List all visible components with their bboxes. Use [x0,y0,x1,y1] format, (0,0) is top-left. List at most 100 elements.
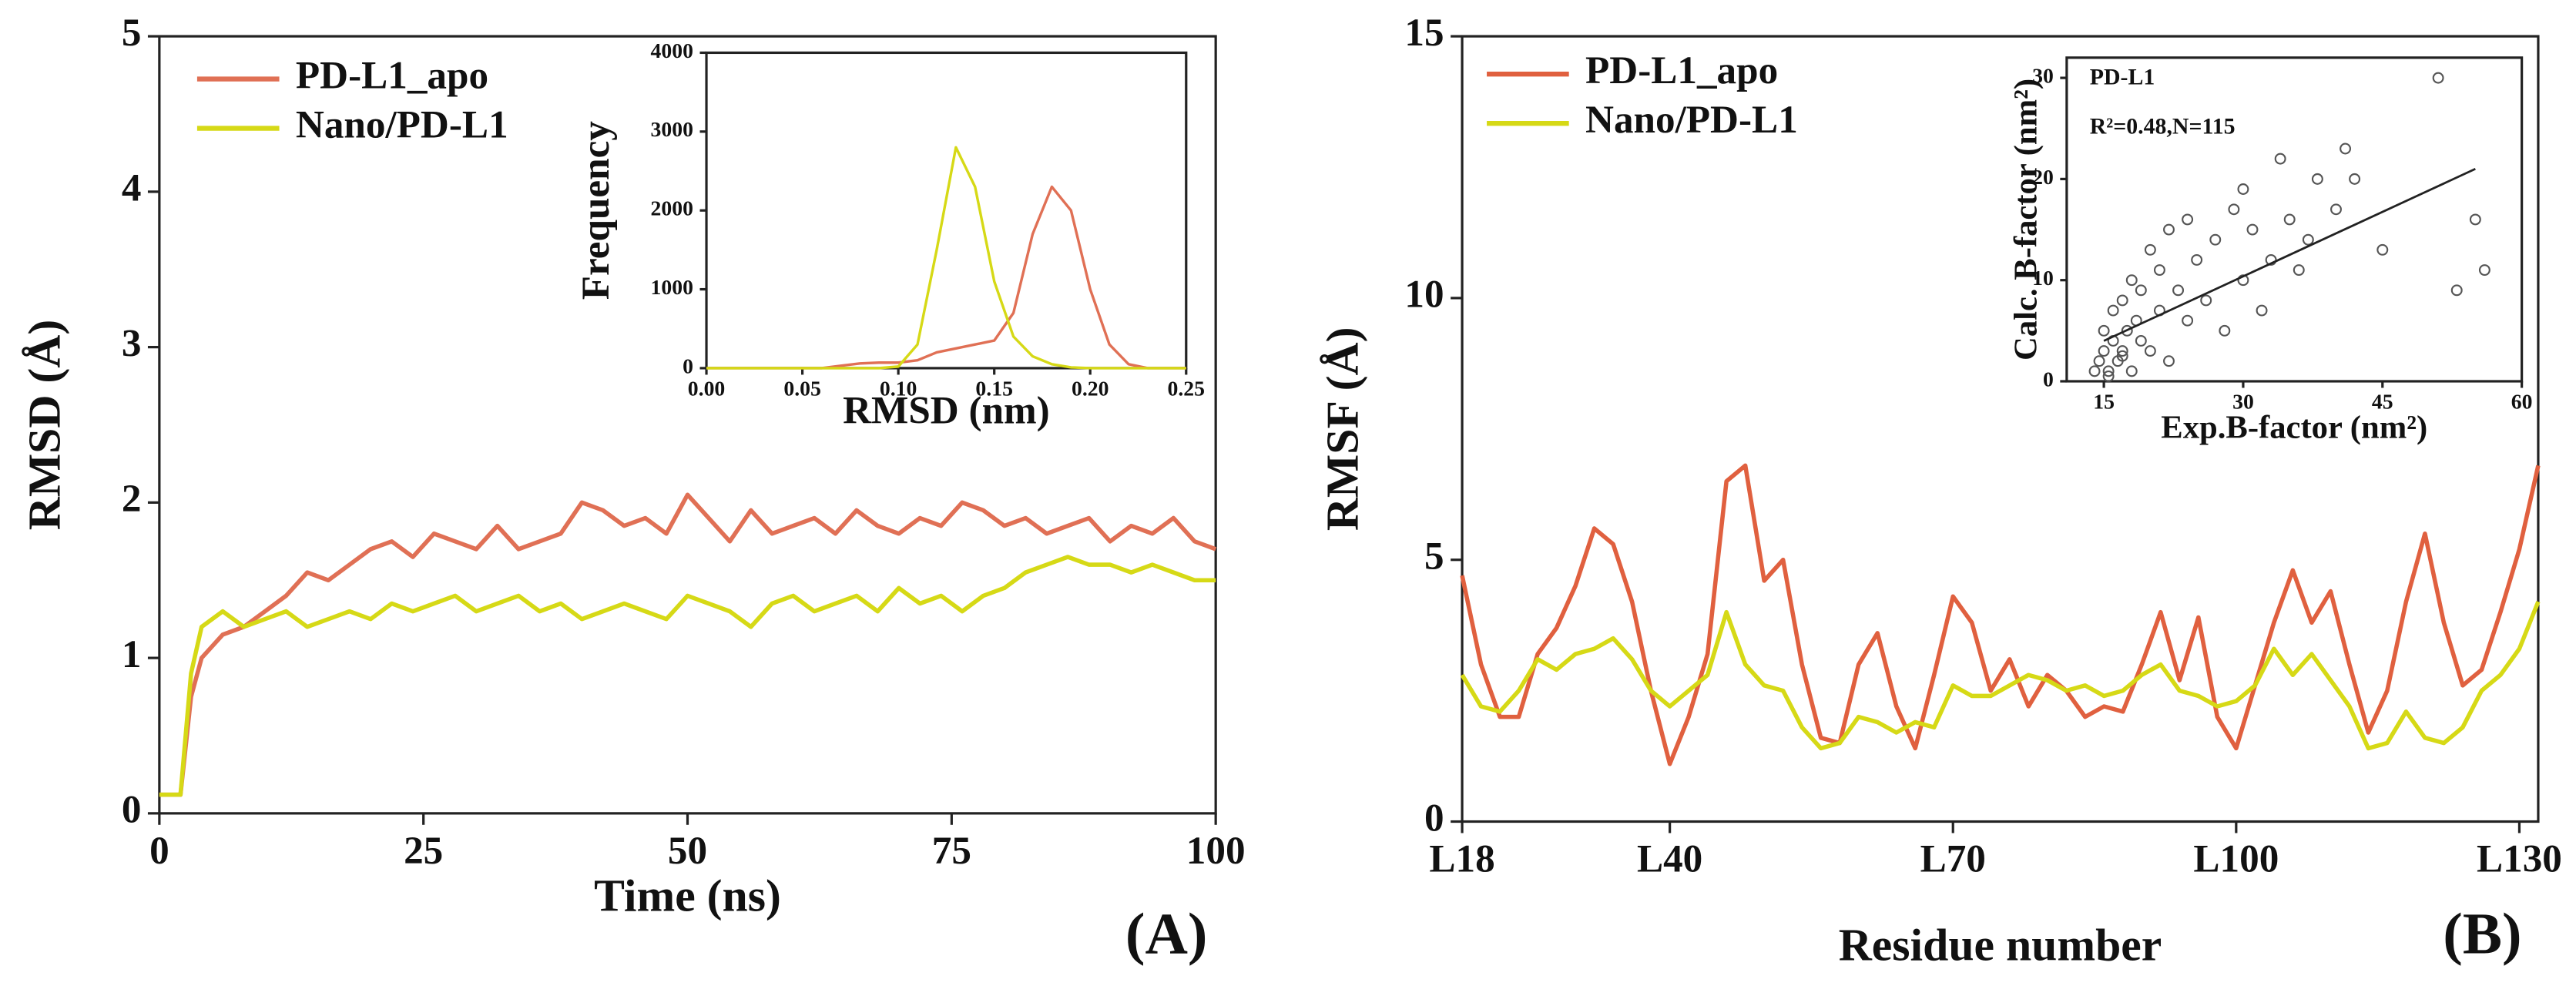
scatter-point [2376,243,2389,256]
scatter-point [2163,355,2175,367]
data-line [1460,463,2541,766]
x-tick-label: 100 [1186,829,1246,873]
scatter-point [2121,324,2133,337]
scatter-point [2349,173,2361,185]
data-line [159,555,1216,797]
y-tick-label: 10 [1404,273,1444,317]
scatter-point [2340,143,2352,155]
scatter-point [2135,334,2147,347]
x-tick-label: 0.15 [975,377,1013,401]
y-axis-label: Calc. B-factor (nm²) [2008,79,2044,361]
scatter-point [2256,304,2268,317]
y-tick-label: 3000 [651,117,693,141]
y-tick-label: 1 [122,632,142,676]
x-tick-label: 45 [2372,390,2393,414]
x-tick-label: 0.20 [1072,377,1109,401]
x-axis-label: RMSD (nm) [843,388,1050,432]
annotation: PD-L1 [2090,64,2155,89]
scatter-point [2116,345,2128,357]
scatter-point [2293,264,2305,277]
y-tick-label: 0 [2043,367,2054,391]
plot-frame [705,51,1188,370]
x-axis-label: Time (ns) [594,870,781,921]
legend-label: PD-L1_apo [1585,49,1778,92]
scatter-point [2125,274,2138,287]
scatter-point [2330,203,2342,216]
x-tick-label: 0.05 [783,377,821,401]
scatter-point [2469,213,2481,226]
scatter-point [2311,173,2323,185]
x-axis-label: Residue number [1839,920,2162,971]
plot-frame [1461,35,2540,823]
scatter-point [2144,243,2156,256]
x-tick-label: L100 [2193,837,2279,881]
y-tick-label: 0 [122,788,142,832]
fit-line [2103,168,2476,342]
x-tick-label: 0.25 [1168,377,1206,401]
legend-label: PD-L1_apo [296,53,488,97]
x-tick-label: L40 [1637,837,1702,881]
y-axis-label: RMSD (Å) [19,320,70,531]
legend-label: Nano/PD-L1 [296,102,508,146]
panel-label: (A) [1125,901,1208,967]
scatter-point [2478,264,2490,277]
scatter-point [2450,284,2463,297]
y-axis-label: RMSF (Å) [1317,327,1367,531]
scatter-point [2098,345,2110,357]
legend-label: Nano/PD-L1 [1585,98,1798,142]
x-tick-label: 0.10 [880,377,917,401]
data-line [1460,601,2541,751]
y-tick-label: 20 [2032,165,2054,189]
scatter-point [2302,233,2314,246]
data-line [706,185,1186,370]
scatter-point [2088,365,2101,377]
y-tick-label: 3 [122,321,142,365]
scatter-point [2246,223,2259,236]
data-line [159,492,1217,797]
scatter-point [2432,72,2444,84]
x-tick-label: 60 [2511,390,2533,414]
scatter-point [2228,203,2240,216]
scatter-point [2200,294,2212,307]
scatter-point [2098,324,2110,337]
x-axis-label: Exp.B-factor (nm²) [2161,410,2427,446]
scatter-point [2172,284,2185,297]
scatter-point [2102,365,2115,377]
y-tick-label: 0 [683,354,693,377]
scatter-point [2182,213,2194,226]
data-line [706,146,1186,370]
scatter-point [2107,304,2119,317]
scatter-point [2209,233,2222,246]
scatter-point [2274,153,2286,165]
x-tick-label: 0.00 [688,377,726,401]
y-tick-label: 2000 [651,196,693,220]
x-tick-label: L130 [2477,837,2562,881]
plot-frame [158,35,1217,815]
y-tick-label: 10 [2032,266,2054,290]
scatter-point [2265,253,2277,266]
y-tick-label: 5 [1424,534,1444,578]
scatter-point [2093,355,2105,367]
x-tick-label: 0 [149,829,169,873]
scatter-point [2283,213,2296,226]
scatter-point [2153,264,2165,277]
scatter-point [2125,365,2138,377]
x-tick-label: L18 [1429,837,1494,881]
plot-frame [2065,56,2524,383]
y-tick-label: 4 [122,166,142,210]
annotation: R²=0.48,N=115 [2090,113,2236,139]
scatter-point [2219,324,2231,337]
scatter-point [2116,294,2128,307]
scatter-point [2191,253,2203,266]
x-tick-label: 75 [932,829,971,873]
y-tick-label: 4000 [651,39,693,62]
scatter-point [2182,314,2194,327]
scatter-point [2102,370,2115,382]
scatter-point [2116,350,2128,362]
x-tick-label: 15 [2093,390,2115,414]
y-tick-label: 2 [122,477,142,521]
scatter-point [2135,284,2147,297]
x-tick-label: 25 [404,829,443,873]
y-tick-label: 1000 [651,275,693,299]
